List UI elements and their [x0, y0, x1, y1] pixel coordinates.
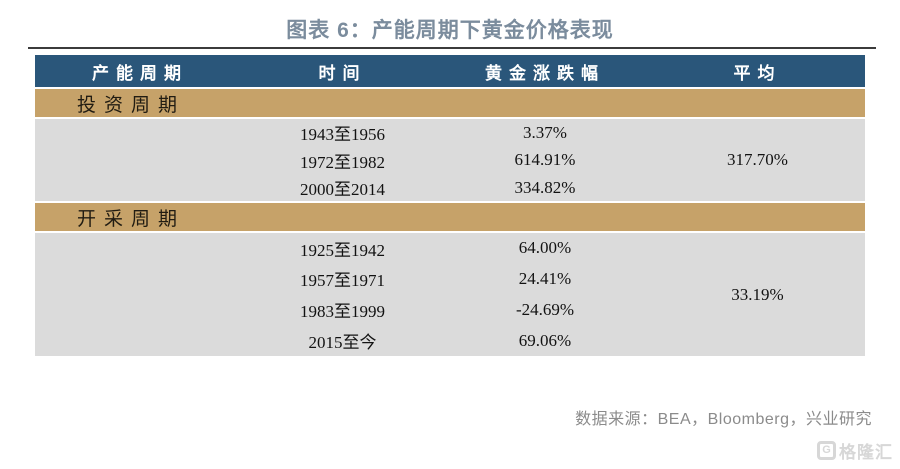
gelonghui-logo-icon: G: [817, 441, 836, 460]
empty-cell: [35, 174, 245, 202]
table-row: 2000至2014 334.82%: [35, 174, 865, 202]
change-cell: 614.91%: [440, 146, 650, 174]
time-cell: 2000至2014: [245, 174, 440, 202]
empty-cell: [35, 146, 245, 174]
table-row: 1925至1942 64.00% 33.19%: [35, 232, 865, 356]
time-cell: 1983至1999: [245, 294, 440, 325]
header-cell-average: 平均: [650, 55, 865, 88]
table-row: 1983至1999 -24.69%: [35, 294, 865, 325]
header-cell-time: 时间: [245, 55, 440, 88]
data-source-note: 数据来源：BEA，Bloomberg，兴业研究: [575, 411, 872, 428]
table-row: 2015至今 69.06%: [35, 325, 865, 356]
average-cell: 317.70%: [650, 118, 865, 202]
time-cell: 1943至1956: [245, 118, 440, 146]
average-cell: 33.19%: [650, 232, 865, 356]
table-row: 1957至1971 24.41%: [35, 263, 865, 294]
watermark-label: 格隆汇: [839, 443, 893, 462]
table-row: 1943至1956 3.37% 317.70%: [35, 118, 865, 202]
gold-price-cycle-table: 产能周期 时间 黄金涨跌幅 平均 投资周期 1943至1956 3.37% 31…: [35, 55, 865, 356]
empty-cell: [35, 294, 245, 325]
table-header-row: 产能周期 时间 黄金涨跌幅 平均: [35, 55, 865, 88]
change-cell: -24.69%: [440, 294, 650, 325]
table-row: 1972至1982 614.91%: [35, 146, 865, 174]
change-cell: 334.82%: [440, 174, 650, 202]
section-row-investment-cycle: 投资周期: [35, 87, 865, 119]
gelonghui-watermark: G 格隆汇: [817, 438, 893, 463]
empty-cell: [35, 325, 245, 356]
section-row-mining-cycle: 开采周期: [35, 201, 865, 233]
empty-cell: [35, 232, 245, 263]
section-label: 开采周期: [35, 201, 865, 233]
header-cell-gold-change: 黄金涨跌幅: [440, 55, 650, 88]
empty-cell: [35, 118, 245, 146]
section-label: 投资周期: [35, 87, 865, 119]
title-divider-line: [28, 47, 876, 49]
time-cell: 1957至1971: [245, 263, 440, 294]
time-cell: 1972至1982: [245, 146, 440, 174]
header-cell-cycle: 产能周期: [35, 55, 245, 88]
figure-title: 图表 6：产能周期下黄金价格表现: [286, 19, 614, 42]
time-cell: 2015至今: [245, 325, 440, 356]
change-cell: 64.00%: [440, 232, 650, 263]
change-cell: 3.37%: [440, 118, 650, 146]
time-cell: 1925至1942: [245, 232, 440, 263]
change-cell: 69.06%: [440, 325, 650, 356]
empty-cell: [35, 263, 245, 294]
change-cell: 24.41%: [440, 263, 650, 294]
